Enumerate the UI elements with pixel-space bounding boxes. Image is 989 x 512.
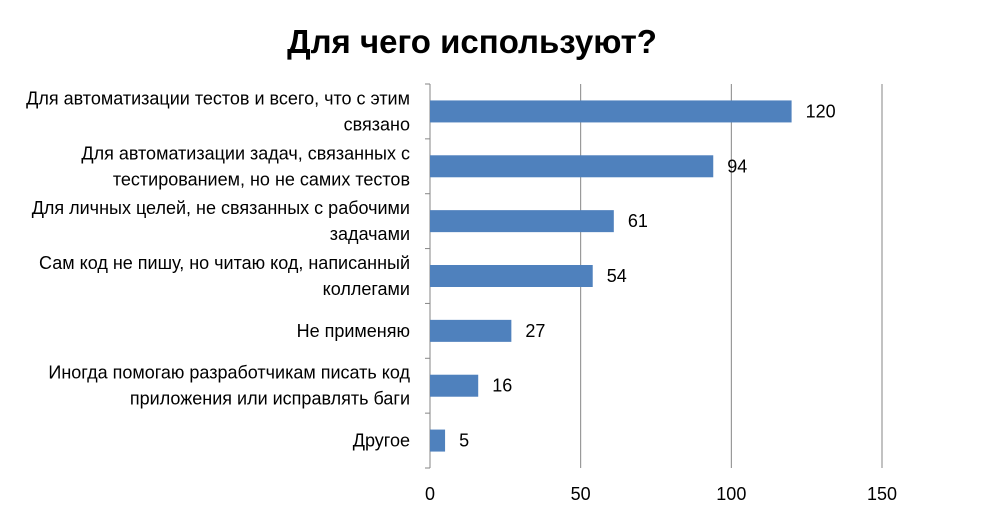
bar [430,210,614,233]
x-tick-label: 100 [716,484,746,504]
bar [430,429,446,452]
x-axis-ticks: 0 50 100 150 [425,484,897,504]
category-label: Иногда помогаю разработчикам писать код [48,363,410,383]
bar [430,374,479,397]
category-label: задачами [330,224,410,244]
x-tick-label: 150 [867,484,897,504]
data-label: 94 [727,156,747,176]
data-label: 27 [525,321,545,341]
data-label: 54 [607,266,627,286]
bar [430,319,512,342]
value-labels: 120 94 61 54 27 16 5 [459,101,836,450]
category-label: тестированием, но не самих тестов [113,169,410,189]
category-label: Для личных целей, не связанных с рабочим… [32,198,410,218]
category-label: коллегами [323,279,410,299]
category-label: Не применяю [297,321,410,341]
data-label: 16 [492,376,512,396]
data-label: 5 [459,431,469,451]
bars [430,100,792,452]
category-label: Для автоматизации задач, связанных с [81,143,410,163]
chart-title: Для чего используют? [287,23,657,60]
x-tick-label: 50 [571,484,591,504]
bar [430,265,593,287]
category-label: Другое [353,431,410,451]
category-label: приложения или исправлять баги [130,389,410,409]
bar [430,100,792,123]
category-label: Для автоматизации тестов и всего, что с … [26,88,410,108]
data-label: 120 [806,101,836,121]
x-tick-label: 0 [425,484,435,504]
category-label: связано [344,114,410,134]
bar [430,155,714,178]
data-label: 61 [628,211,648,231]
category-label: Сам код не пишу, но читаю код, написанны… [39,253,410,273]
category-labels: Для автоматизации тестов и всего, что с … [26,88,410,450]
